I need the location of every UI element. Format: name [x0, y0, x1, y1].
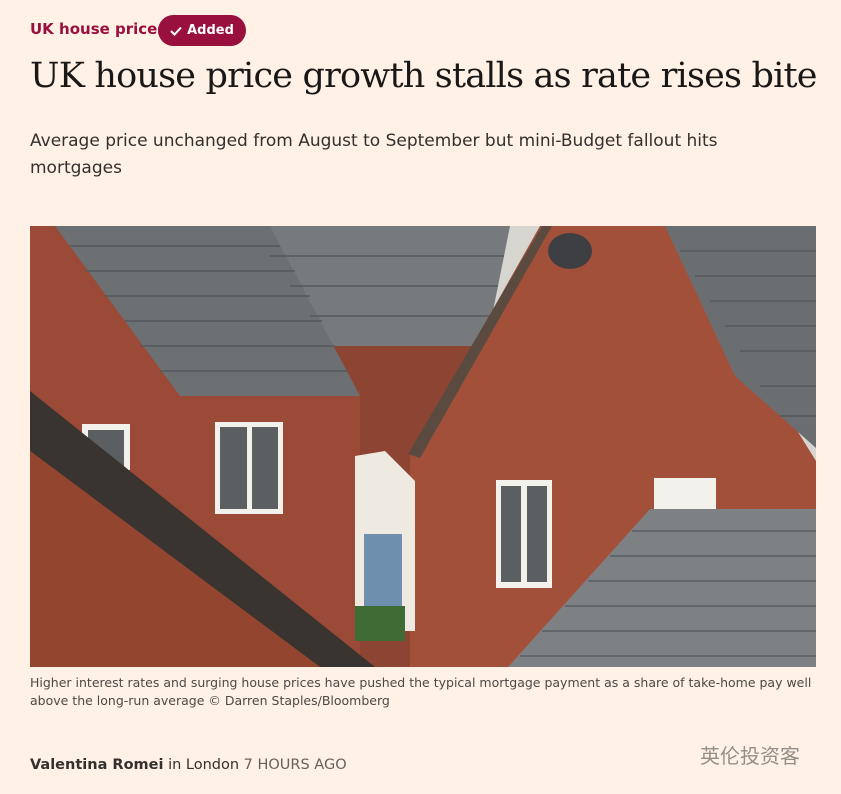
byline: Valentina Romei in London 7 HOURS AGO — [30, 757, 347, 773]
check-icon — [170, 26, 182, 36]
standfirst: Average price unchanged from August to S… — [30, 131, 718, 178]
watermark: 英伦投资客 — [700, 744, 800, 768]
topic-link[interactable]: UK house prices — [30, 20, 167, 38]
headline: UK house price growth stalls as rate ris… — [30, 56, 817, 96]
follow-button-label: Added — [187, 23, 234, 38]
article-photo — [30, 226, 816, 667]
image-caption: Higher interest rates and surging house … — [30, 675, 812, 708]
follow-button[interactable]: Added — [158, 15, 246, 46]
author[interactable]: Valentina Romei — [30, 757, 164, 773]
timestamp: 7 HOURS AGO — [243, 757, 347, 773]
location: in London — [168, 757, 240, 773]
